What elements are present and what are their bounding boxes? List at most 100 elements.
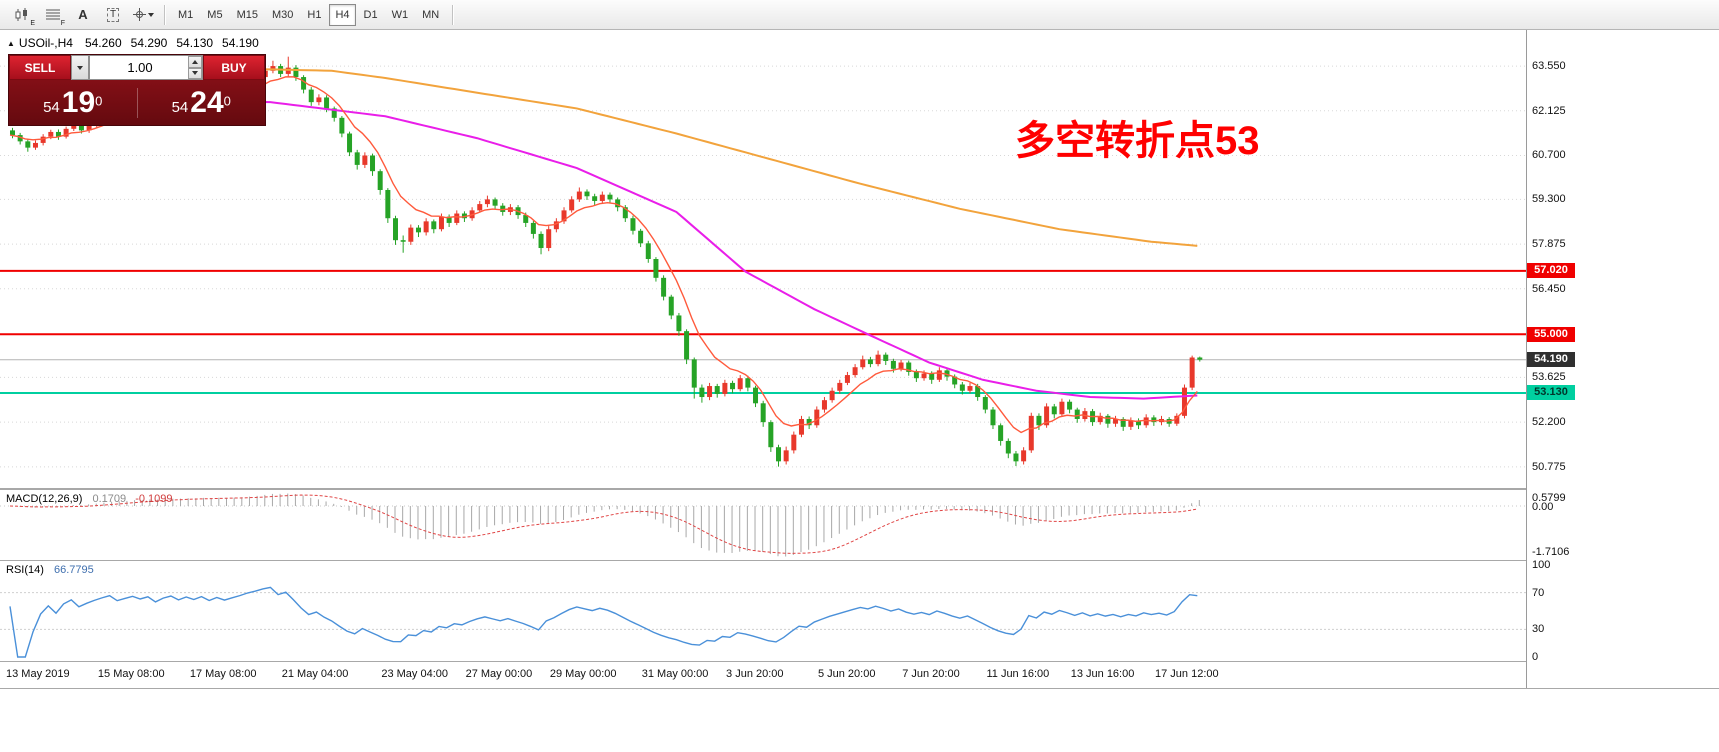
rsi-chart-canvas[interactable] (0, 561, 1526, 661)
price-badge-57.020: 57.020 (1527, 263, 1575, 279)
rsi-name: RSI(14) (6, 564, 44, 576)
icon-badge: F (60, 19, 65, 27)
macd-name: MACD(12,26,9) (6, 493, 83, 505)
volume-decrease-button[interactable] (188, 67, 202, 79)
chart-annotation: 多空转折点53 (1015, 119, 1260, 163)
time-axis-label: 13 Jun 16:00 (1070, 668, 1135, 680)
candlestick-chart-icon[interactable]: E (9, 2, 37, 28)
time-axis-label: 29 May 00:00 (549, 668, 617, 680)
price-tick-label: 60.700 (1532, 149, 1566, 162)
toolbar-separator (164, 4, 165, 25)
price-tick-label: 59.300 (1532, 193, 1566, 206)
price-tick-label: 57.875 (1532, 238, 1566, 251)
timeframe-button-m15[interactable]: M15 (236, 8, 258, 21)
sell-button[interactable]: SELL (9, 55, 71, 80)
macd-indicator-label: MACD(12,26,9) 0.1709 -0.1099 (6, 493, 173, 505)
rsi-axis-label: 0 (1532, 651, 1539, 663)
buy-price-whole: 54 (171, 98, 189, 116)
crosshair-glyph (132, 8, 146, 21)
hatch-pattern-icon[interactable]: F (39, 2, 67, 28)
time-axis-label: 17 May 08:00 (189, 668, 257, 680)
crosshair-dropdown-icon[interactable] (129, 2, 157, 28)
toolbar: E F A T M1 M5 M15 M30 H1 H4 D1 W1 MN (0, 0, 1719, 30)
time-axis-label: 17 Jun 12:00 (1155, 668, 1219, 680)
price-tick-label: 50.775 (1532, 460, 1566, 473)
volume-input[interactable] (90, 56, 202, 79)
timeframe-group: M1 M5 M15 M30 H1 H4 D1 W1 MN (171, 3, 446, 26)
volume-increase-button[interactable] (188, 56, 202, 68)
symbol-label: USOil-,H4 (18, 36, 73, 50)
price-axis[interactable]: 63.550 62.125 60.700 59.300 57.875 56.450 53.6… (1526, 30, 1719, 688)
time-axis-label: 5 Jun 20:00 (817, 668, 876, 680)
text-tool-icon[interactable]: T (99, 2, 127, 28)
time-axis-label: 15 May 08:00 (97, 668, 165, 680)
macd-axis-min-label: -1.7106 (1532, 546, 1570, 558)
buy-price-pips: 24 (190, 85, 224, 119)
buy-price[interactable]: 54240 (138, 85, 266, 119)
volume-spinner (188, 56, 202, 79)
candlestick-glyph (15, 7, 27, 21)
timeframe-button-h4[interactable]: H4 (329, 3, 356, 26)
timeframe-button-m5[interactable]: M5 (207, 8, 223, 21)
price-badge-53.130: 53.130 (1527, 385, 1575, 401)
main-chart-pane: ▲ USOil-,H4 54.260 54.290 54.130 54.190 … (0, 30, 1526, 488)
timeframe-button-m1[interactable]: M1 (178, 8, 194, 21)
open-value: 54.260 (84, 36, 122, 50)
time-axis-label: 23 May 04:00 (381, 668, 448, 680)
sell-price[interactable]: 54190 (9, 85, 138, 119)
macd-axis-zero-label: 0.00 (1532, 501, 1554, 513)
sell-price-pips: 19 (61, 85, 96, 119)
macd-signal-value: -0.1099 (135, 493, 173, 505)
sell-price-whole: 54 (43, 98, 60, 116)
chevron-down-icon (77, 65, 83, 70)
hatch-glyph (46, 9, 60, 19)
pane-splitter (0, 661, 1719, 662)
macd-main-value: 0.1709 (92, 493, 127, 505)
macd-axis-max-label: 0.5799 (1532, 492, 1566, 504)
close-value: 54.190 (222, 36, 259, 50)
timeframe-button-mn[interactable]: MN (422, 8, 440, 21)
font-icon[interactable]: A (69, 2, 97, 28)
rsi-indicator-label: RSI(14) 66.7795 (6, 564, 94, 576)
time-axis-label: 3 Jun 20:00 (726, 668, 784, 680)
time-axis-label: 13 May 2019 (6, 668, 70, 680)
time-axis-label: 7 Jun 20:00 (902, 668, 960, 680)
chart-header: ▲ USOil-,H4 54.260 54.290 54.130 54.190 (7, 36, 268, 50)
macd-chart-canvas[interactable] (0, 490, 1526, 560)
one-click-trading-panel: SELL BUY 54190 54240 (8, 54, 266, 126)
sell-price-frac: 0 (95, 93, 103, 109)
rsi-value: 66.7795 (53, 564, 94, 576)
pane-splitter (0, 688, 1719, 689)
icon-badge: E (30, 19, 35, 27)
rsi-axis-label: 70 (1532, 586, 1545, 599)
text-tool-letter: T (106, 7, 120, 22)
macd-pane: MACD(12,26,9) 0.1709 -0.1099 (0, 490, 1526, 560)
timeframe-button-w1[interactable]: W1 (391, 8, 409, 21)
time-axis[interactable]: 13 May 2019 15 May 08:00 17 May 08:00 21 Ma… (0, 662, 1526, 688)
time-axis-label: 31 May 00:00 (641, 668, 709, 680)
high-value: 54.290 (130, 36, 168, 50)
timeframe-button-d1[interactable]: D1 (363, 8, 378, 21)
price-badge-55.000: 55.000 (1527, 326, 1575, 342)
chevron-down-icon (147, 12, 154, 17)
low-value: 54.130 (176, 36, 214, 50)
price-tick-label: 62.125 (1532, 104, 1566, 117)
price-tick-label: 53.625 (1532, 371, 1566, 384)
trade-options-dropdown[interactable] (71, 55, 89, 80)
buy-button[interactable]: BUY (203, 55, 265, 80)
timeframe-button-m30[interactable]: M30 (271, 8, 294, 21)
volume-box (89, 55, 203, 80)
collapse-triangle-icon: ▲ (7, 38, 15, 48)
price-tick-label: 63.550 (1532, 60, 1566, 73)
toolbar-separator (452, 4, 454, 25)
time-axis-label: 21 May 04:00 (281, 668, 349, 680)
price-badge-54.190: 54.190 (1527, 352, 1575, 368)
time-axis-label: 11 Jun 16:00 (986, 668, 1050, 680)
price-tick-label: 56.450 (1532, 282, 1566, 295)
chevron-up-icon (192, 59, 198, 64)
timeframe-button-h1[interactable]: H1 (307, 8, 322, 21)
pane-splitter[interactable] (0, 560, 1719, 561)
pane-splitter[interactable] (0, 488, 1719, 490)
time-axis-label: 27 May 00:00 (465, 668, 533, 680)
